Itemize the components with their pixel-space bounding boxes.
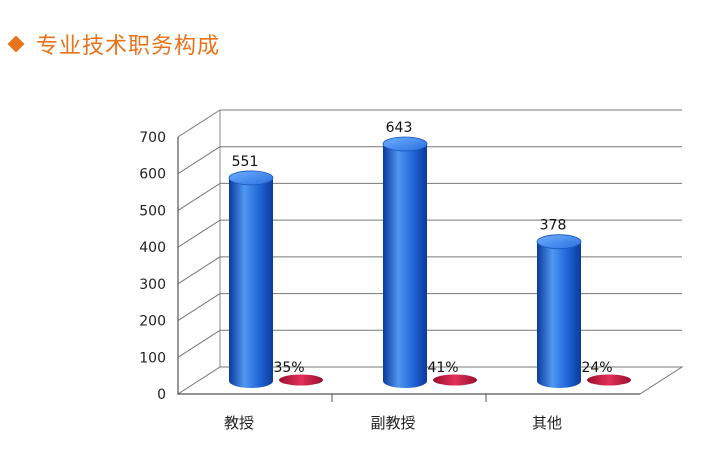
gridline-diagonal	[177, 256, 221, 285]
percent-disk	[433, 374, 477, 386]
gridline-diagonal	[177, 219, 221, 248]
percent-label: 41%	[427, 360, 458, 376]
gridline-diagonal	[177, 293, 221, 321]
x-tick-label: 教授	[224, 414, 254, 432]
x-tick-label: 其他	[532, 414, 562, 432]
y-tick-label: 600	[139, 167, 166, 183]
bar-top	[536, 234, 582, 250]
value-label: 378	[540, 218, 567, 234]
gridline-diagonal	[177, 146, 221, 175]
percent-label: 35%	[273, 360, 304, 376]
title-bar: 专业技术职务构成	[6, 30, 221, 59]
bar-top	[228, 170, 274, 186]
y-tick-label: 700	[139, 130, 166, 146]
y-tick-label: 500	[139, 203, 166, 219]
x-tick-label: 副教授	[370, 414, 415, 432]
gridline-diagonal	[177, 109, 221, 138]
y-tick-label: 0	[157, 387, 166, 403]
percent-label: 24%	[581, 360, 612, 376]
percent-disk	[587, 374, 631, 386]
y-tick-label: 300	[139, 277, 166, 293]
bar-top	[382, 136, 428, 152]
axes: 0 100 200 300 400 500 600 700	[139, 130, 640, 403]
labels: 551 35% 教授 643 41% 副教授 378 24% 其他	[224, 120, 613, 432]
bar	[383, 144, 427, 388]
percent-disk	[279, 374, 323, 386]
y-tick-label: 100	[139, 350, 166, 366]
y-tick-label: 400	[139, 240, 166, 256]
gridlines	[176, 109, 684, 395]
y-tick-label: 200	[139, 314, 166, 330]
bar	[229, 177, 273, 388]
gridline-diagonal	[177, 183, 221, 211]
gridline-diagonal	[177, 329, 221, 358]
value-label: 643	[386, 120, 413, 136]
value-label: 551	[232, 154, 259, 170]
bar	[537, 241, 581, 388]
chart-title: 专业技术职务构成	[36, 34, 221, 59]
bars	[228, 136, 631, 388]
